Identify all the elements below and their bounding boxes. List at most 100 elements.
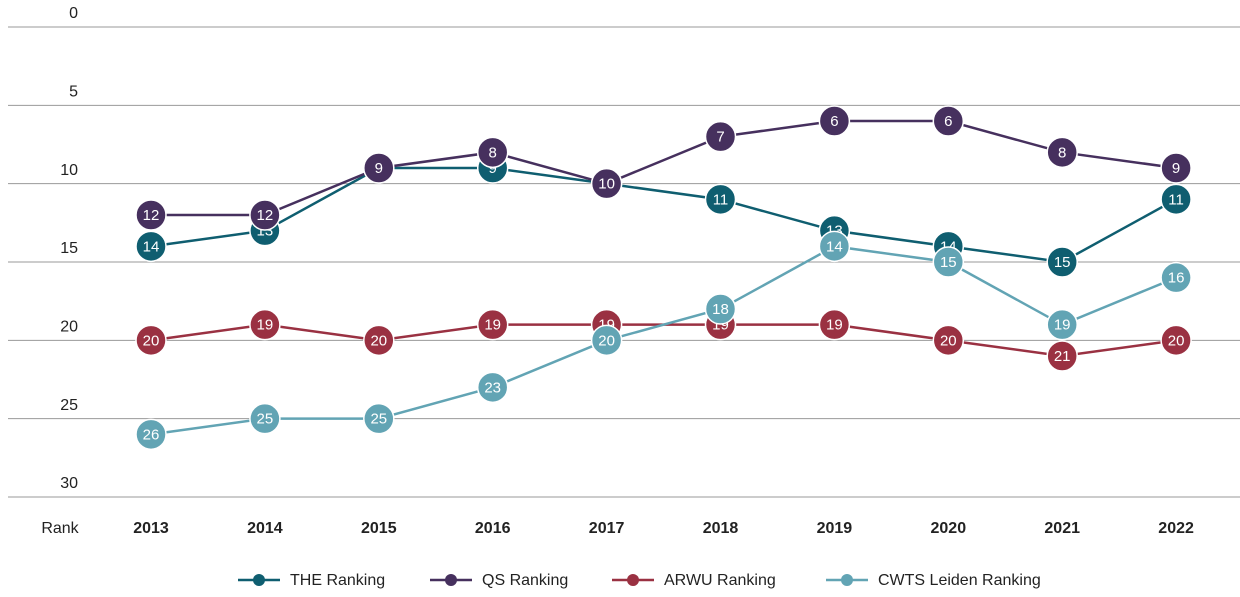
data-point [818, 105, 851, 137]
data-label: 6 [944, 113, 952, 130]
data-label: 20 [370, 332, 387, 349]
data-label: 26 [143, 426, 160, 443]
legend-label: ARWU Ranking [664, 572, 776, 589]
y-tick-label: 20 [60, 319, 78, 336]
data-point [1160, 324, 1192, 357]
data-label: 20 [143, 332, 160, 349]
data-label: 19 [1054, 317, 1071, 334]
data-label: 8 [1058, 144, 1066, 161]
data-point [1046, 308, 1078, 341]
data-label: 15 [1054, 254, 1071, 271]
x-tick-label: 2017 [589, 520, 625, 537]
data-label: 20 [1168, 332, 1185, 349]
legend-item: ARWU Ranking [612, 572, 776, 589]
series: 20192019191919202120 [135, 308, 1192, 372]
x-tick-label: 2019 [817, 520, 853, 537]
data-point [818, 230, 851, 263]
legend-item: QS Ranking [430, 572, 568, 589]
data-label: 18 [712, 301, 729, 318]
data-label: 9 [489, 160, 497, 177]
data-label: 15 [940, 254, 957, 271]
data-label: 19 [257, 317, 274, 334]
x-tick-label: 2018 [703, 520, 739, 537]
x-tick-label: 2013 [133, 520, 169, 537]
data-point [932, 246, 965, 278]
series-line [150, 245, 1177, 436]
y-tick-label: 25 [60, 397, 78, 414]
data-point [1046, 246, 1078, 278]
x-tick-label: 2021 [1044, 520, 1080, 537]
data-point [135, 418, 167, 451]
y-tick-label: 5 [69, 84, 78, 101]
data-label: 20 [598, 332, 615, 349]
legend-marker [627, 574, 639, 586]
data-label: 7 [716, 129, 724, 146]
data-point [249, 402, 281, 435]
data-point [590, 167, 623, 200]
data-point [704, 120, 737, 153]
data-point [704, 183, 737, 216]
legend-label: THE Ranking [290, 572, 385, 589]
data-point [1160, 261, 1192, 294]
legend-label: CWTS Leiden Ranking [878, 572, 1041, 589]
data-label: 9 [1172, 160, 1180, 177]
data-point [476, 136, 509, 169]
legend-item: THE Ranking [238, 572, 385, 589]
series: 141399101113141511 [135, 152, 1192, 278]
data-point [135, 324, 167, 357]
data-point [1046, 136, 1078, 169]
x-tick-label: 2020 [931, 520, 967, 537]
data-point [818, 308, 851, 341]
data-point [249, 308, 281, 341]
data-label: 6 [830, 113, 838, 130]
data-label: 25 [370, 411, 387, 428]
data-label: 8 [489, 144, 497, 161]
data-point [1160, 152, 1192, 184]
series: 26 25 25 23 20 18 14 15 19 16 [135, 230, 1192, 451]
series-line [151, 119, 1177, 217]
data-point [704, 293, 737, 325]
data-point [476, 371, 509, 404]
data-point [135, 230, 167, 263]
data-label: 23 [484, 379, 501, 396]
data-label: 11 [713, 191, 729, 208]
y-tick-label: 10 [60, 162, 78, 179]
data-label: 12 [257, 207, 274, 224]
data-point [1046, 340, 1078, 372]
legend-item: CWTS Leiden Ranking [826, 572, 1041, 589]
legend-marker [253, 574, 265, 586]
legend-label: QS Ranking [482, 572, 568, 589]
data-point [363, 152, 395, 184]
data-point [249, 199, 281, 231]
legend-marker [445, 574, 457, 586]
data-label: 19 [484, 317, 501, 334]
x-tick-label: 2014 [247, 520, 283, 537]
data-point [363, 324, 395, 357]
data-point [476, 308, 509, 341]
x-tick-label: 2016 [475, 520, 511, 537]
data-point [590, 324, 623, 357]
data-point [363, 402, 395, 435]
series-line [150, 166, 1177, 264]
axis-label: Rank [41, 520, 79, 537]
y-tick-label: 0 [69, 5, 78, 22]
data-label: 25 [257, 411, 274, 428]
data-label: 21 [1054, 348, 1071, 365]
data-label: 9 [375, 160, 383, 177]
data-point [932, 324, 965, 357]
data-label: 20 [940, 332, 957, 349]
x-tick-label: 2022 [1158, 520, 1194, 537]
data-point [1160, 183, 1192, 216]
x-tick-label: 2015 [361, 520, 397, 537]
y-tick-label: 15 [60, 240, 78, 257]
data-point [135, 199, 167, 231]
y-tick-label: 30 [60, 475, 78, 492]
data-label: 16 [1168, 270, 1185, 287]
legend-marker [841, 574, 853, 586]
data-label: 14 [826, 238, 843, 255]
data-label: 11 [1168, 191, 1184, 208]
data-point [932, 105, 965, 137]
data-label: 19 [826, 317, 843, 334]
data-label: 14 [143, 238, 160, 255]
